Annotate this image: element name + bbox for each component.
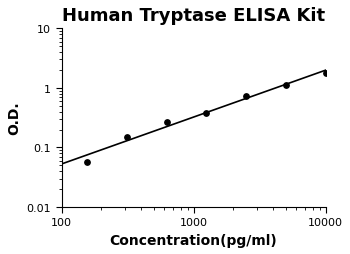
Title: Human Tryptase ELISA Kit: Human Tryptase ELISA Kit	[62, 7, 325, 25]
Point	[243, 95, 249, 99]
Point	[164, 120, 169, 124]
X-axis label: Concentration(pg/ml): Concentration(pg/ml)	[110, 233, 278, 247]
Point	[204, 112, 209, 116]
Point	[323, 71, 328, 75]
Y-axis label: O.D.: O.D.	[7, 101, 21, 135]
Point	[124, 135, 130, 139]
Point	[84, 160, 90, 164]
Point	[283, 84, 289, 88]
